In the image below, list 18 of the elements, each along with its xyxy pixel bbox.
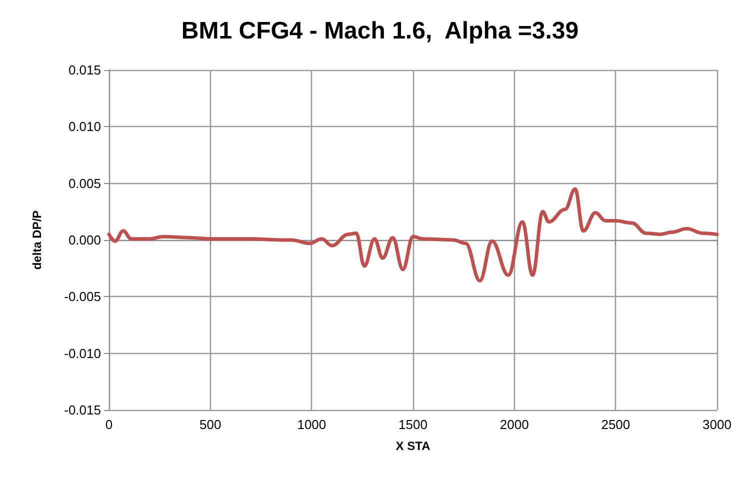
x-tick-label: 1000 [297,417,326,432]
y-tick-label: 0.000 [68,232,101,248]
y-tick-label: -0.005 [64,289,101,304]
x-tick-label: 2000 [500,417,529,432]
x-tick-label: 3000 [702,417,732,432]
y-tick-label: -0.015 [64,402,101,418]
y-tick-label: 0.005 [68,176,101,191]
y-tick-label: 0.010 [68,119,101,134]
y-axis-title: delta DP/P [30,210,44,270]
x-tick-label: 1500 [398,417,428,432]
x-axis-title: X STA [396,439,431,453]
line-series [107,187,719,283]
y-tick-label: 0.015 [68,62,101,78]
chart-title: BM1 CFG4 - Mach 1.6, Alpha =3.39 [181,18,579,44]
y-tick-label: -0.010 [64,346,101,361]
x-tick-label: 0 [105,417,113,432]
x-tick-label: 500 [199,417,222,432]
x-tick-label: 2500 [601,417,630,432]
